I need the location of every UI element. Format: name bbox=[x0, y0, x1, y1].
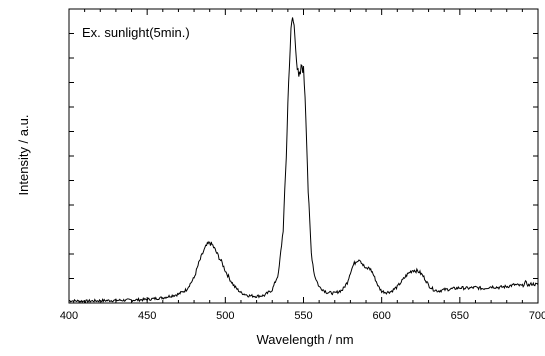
tick-labels: 400 450 500 550 600 650 700 bbox=[60, 310, 545, 322]
plot-frame bbox=[68, 8, 539, 304]
y-axis-label: Intensity / a.u. bbox=[16, 115, 31, 196]
series-layer bbox=[68, 17, 539, 304]
x-tick-label: 650 bbox=[451, 310, 469, 322]
x-tick-label: 600 bbox=[372, 310, 390, 322]
axis-ticks bbox=[68, 8, 539, 304]
x-tick-label: 700 bbox=[529, 310, 545, 322]
x-tick-label: 550 bbox=[294, 310, 312, 322]
x-tick-label: 400 bbox=[60, 310, 78, 322]
x-tick-label: 450 bbox=[138, 310, 156, 322]
spectrum-line bbox=[68, 17, 539, 304]
axes bbox=[68, 8, 539, 304]
x-axis-label: Wavelength / nm bbox=[256, 332, 353, 347]
chart-annotation: Ex. sunlight(5min.) bbox=[82, 25, 190, 40]
x-tick-label: 500 bbox=[216, 310, 234, 322]
